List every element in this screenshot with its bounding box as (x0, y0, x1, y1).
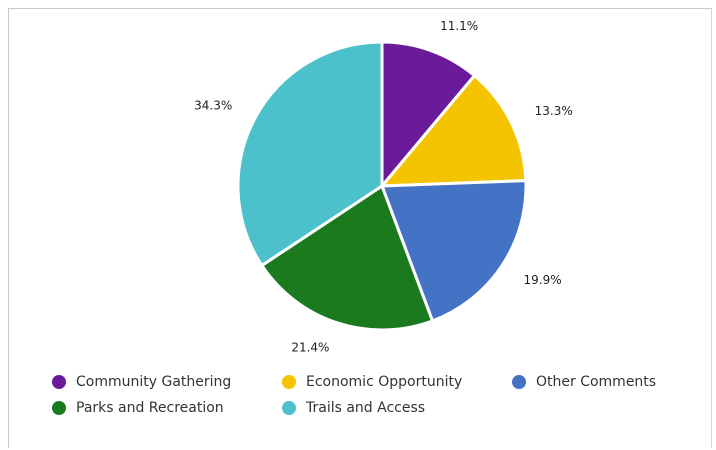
slice-value-label: 11.1% (440, 19, 478, 33)
legend-label: Community Gathering (76, 374, 232, 390)
legend-item-trails-and-access[interactable]: Trails and Access (282, 400, 512, 416)
slice-value-label: 21.4% (291, 341, 329, 355)
pie-slice-trails-and-access[interactable] (236, 40, 384, 268)
legend-swatch-icon (512, 375, 526, 389)
legend-swatch-icon (52, 375, 66, 389)
legend-swatch-icon (52, 401, 66, 415)
legend-row: Community Gathering Economic Opportunity… (52, 369, 692, 395)
legend-label: Other Comments (536, 374, 657, 390)
slice-value-label: 13.3% (535, 104, 573, 118)
legend-item-parks-and-recreation[interactable]: Parks and Recreation (52, 400, 282, 416)
slice-value-label: 34.3% (194, 99, 232, 113)
pie-slice-parks-and-recreation[interactable] (259, 183, 435, 332)
pie-slice-other-comments[interactable] (379, 179, 528, 323)
pie-slice-community-gathering[interactable] (380, 40, 477, 191)
legend-label: Economic Opportunity (306, 374, 463, 390)
legend-item-economic-opportunity[interactable]: Economic Opportunity (282, 374, 512, 390)
legend-label: Parks and Recreation (76, 400, 224, 416)
legend-swatch-icon (282, 401, 296, 415)
legend-label: Trails and Access (306, 400, 426, 416)
legend-swatch-icon (282, 375, 296, 389)
slice-value-label: 19.9% (523, 273, 561, 287)
legend-row: Parks and Recreation Trails and Access (52, 395, 692, 421)
legend-item-other-comments[interactable]: Other Comments (512, 374, 692, 390)
pie-chart: 11.1% 13.3% 19.9% 21.4% 34.3% (194, 19, 573, 355)
chart-legend: Community Gathering Economic Opportunity… (52, 369, 692, 421)
chart-frame (8, 8, 712, 448)
legend-item-community-gathering[interactable]: Community Gathering (52, 374, 282, 390)
pie-slice-economic-opportunity[interactable] (378, 73, 528, 188)
